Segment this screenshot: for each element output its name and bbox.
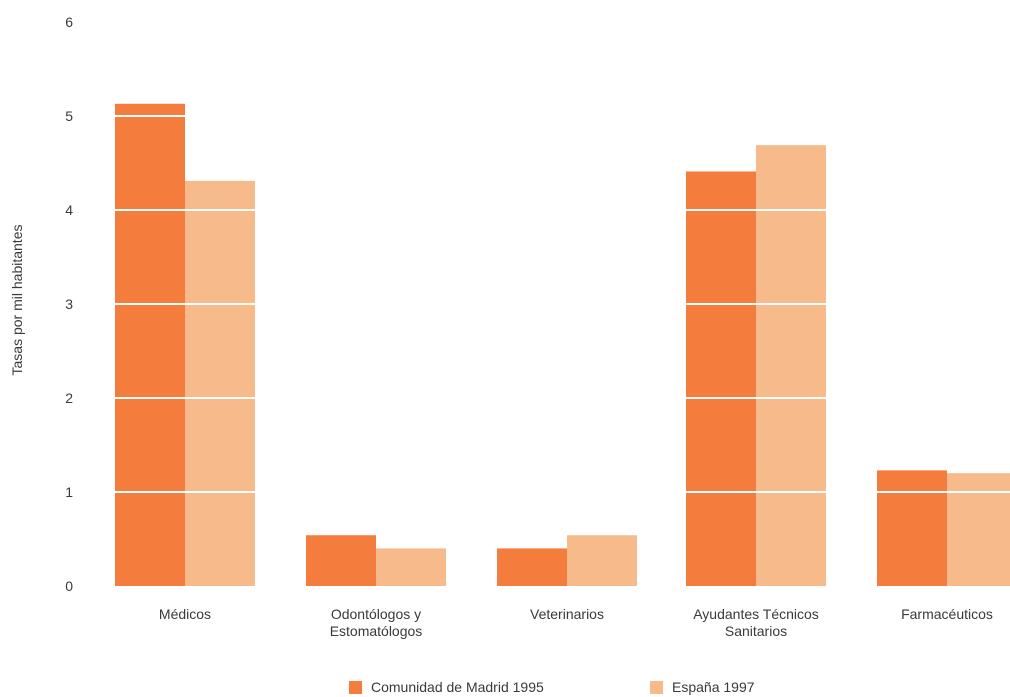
x-category-label-0-0: Médicos — [159, 606, 211, 622]
bar-1-4 — [947, 473, 1010, 586]
y-tick-label-5: 5 — [65, 108, 73, 124]
legend-item-espana: España 1997 — [650, 678, 755, 696]
y-tick-label-1: 1 — [65, 484, 73, 500]
bar-0-2 — [497, 548, 567, 586]
bar-1-0 — [185, 180, 255, 587]
bar-0-0 — [115, 103, 185, 586]
bars-layer — [115, 103, 1010, 587]
bar-1-2 — [567, 535, 637, 586]
y-axis-label: Tasas por mil habitantes — [9, 225, 25, 376]
bar-1-1 — [376, 548, 446, 586]
legend-label-madrid: Comunidad de Madrid 1995 — [371, 679, 544, 695]
x-category-label-1-0: Odontólogos y — [331, 606, 421, 622]
y-tick-label-2: 2 — [65, 390, 73, 406]
legend-swatch-espana — [650, 680, 663, 694]
x-category-label-2-0: Veterinarios — [530, 606, 604, 622]
gridlines-layer — [108, 21, 1010, 493]
x-category-label-1-1: Estomatólogos — [330, 623, 423, 639]
y-axis-ticks: 0 1 2 3 4 5 6 — [65, 14, 73, 594]
y-tick-label-3: 3 — [65, 296, 73, 312]
x-category-label-3-0: Ayudantes Técnicos — [693, 606, 819, 622]
legend-swatch-madrid — [349, 680, 362, 694]
bar-0-3 — [686, 171, 756, 586]
legend-item-madrid: Comunidad de Madrid 1995 — [349, 678, 544, 696]
x-category-label-4-0: Farmacéuticos — [901, 606, 993, 622]
bar-0-1 — [306, 535, 376, 586]
y-tick-label-6: 6 — [65, 14, 73, 30]
y-tick-label-4: 4 — [65, 202, 73, 218]
y-tick-label-0: 0 — [65, 578, 73, 594]
legend-label-espana: España 1997 — [672, 679, 755, 695]
bar-0-4 — [877, 470, 947, 586]
x-category-label-3-1: Sanitarios — [725, 623, 787, 639]
bar-1-3 — [756, 145, 826, 586]
